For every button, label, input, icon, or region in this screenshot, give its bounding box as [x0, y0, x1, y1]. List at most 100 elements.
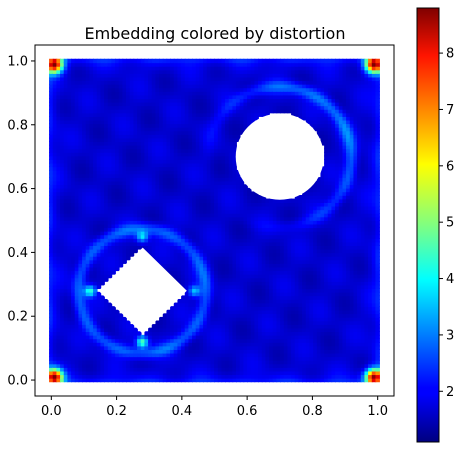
heatmap-cell	[210, 245, 215, 250]
heatmap-cell	[236, 134, 241, 139]
heatmap-cell	[52, 363, 58, 368]
heatmap-cell	[159, 191, 164, 196]
heatmap-cell	[225, 284, 230, 290]
heatmap-cell	[115, 266, 120, 272]
heatmap-cell	[243, 112, 248, 117]
heatmap-cell	[85, 187, 91, 193]
heatmap-cell	[159, 80, 164, 85]
heatmap-cell	[137, 58, 142, 64]
heatmap-cell	[49, 180, 54, 186]
heatmap-cell	[247, 359, 252, 365]
heatmap-cell	[115, 309, 120, 315]
heatmap-cell	[111, 367, 116, 372]
heatmap-cell	[162, 216, 168, 221]
heatmap-cell	[173, 126, 179, 132]
heatmap-cell	[258, 306, 263, 311]
heatmap-cell	[67, 116, 72, 121]
heatmap-cell	[228, 327, 234, 333]
heatmap-cell	[159, 177, 164, 182]
heatmap-cell	[85, 212, 91, 218]
heatmap-cell	[96, 263, 102, 268]
heatmap-cell	[151, 98, 157, 103]
heatmap-cell	[140, 108, 146, 114]
heatmap-cell	[166, 116, 171, 121]
heatmap-cell	[225, 273, 230, 279]
heatmap-cell	[122, 159, 127, 164]
heatmap-cell	[228, 83, 234, 89]
heatmap-cell	[148, 119, 153, 125]
heatmap-cell	[115, 220, 120, 225]
heatmap-cell	[118, 112, 124, 117]
heatmap-cell	[96, 108, 102, 114]
heatmap-cell	[85, 65, 91, 71]
heatmap-cell	[221, 370, 226, 376]
heatmap-cell	[100, 270, 105, 275]
heatmap-cell	[162, 162, 168, 168]
heatmap-cell	[115, 62, 120, 67]
heatmap-cell	[133, 69, 138, 74]
heatmap-cell	[122, 234, 127, 239]
heatmap-cell	[56, 108, 61, 114]
heatmap-cell	[63, 291, 69, 297]
heatmap-cell	[67, 191, 72, 196]
heatmap-cell	[78, 327, 83, 333]
heatmap-cell	[232, 331, 237, 336]
heatmap-cell	[225, 295, 230, 300]
heatmap-cell	[67, 259, 72, 264]
heatmap-cell	[140, 98, 146, 103]
heatmap-cell	[221, 324, 226, 329]
heatmap-cell	[93, 130, 98, 135]
heatmap-cell	[49, 295, 54, 300]
heatmap-cell	[247, 313, 252, 318]
heatmap-cell	[159, 331, 164, 336]
heatmap-cell	[52, 177, 58, 182]
heatmap-cell	[74, 205, 80, 211]
heatmap-cell	[214, 123, 219, 128]
heatmap-cell	[232, 159, 237, 164]
heatmap-cell	[228, 313, 234, 318]
heatmap-cell	[82, 205, 87, 211]
heatmap-cell	[115, 367, 120, 372]
heatmap-cell	[82, 116, 87, 121]
heatmap-cell	[148, 137, 153, 143]
heatmap-cell	[104, 266, 109, 272]
heatmap-cell	[236, 281, 241, 286]
heatmap-cell	[192, 248, 197, 254]
heatmap-cell	[214, 255, 219, 261]
heatmap-cell	[122, 69, 127, 74]
heatmap-cell	[107, 245, 113, 250]
heatmap-cell	[243, 342, 248, 347]
heatmap-cell	[162, 177, 168, 182]
heatmap-cell	[221, 374, 226, 379]
heatmap-cell	[173, 69, 179, 74]
heatmap-cell	[96, 356, 102, 361]
heatmap-cell	[126, 202, 131, 207]
heatmap-cell	[173, 252, 179, 257]
heatmap-cell	[63, 255, 69, 261]
heatmap-cell	[100, 223, 105, 229]
heatmap-cell	[104, 327, 109, 333]
heatmap-cell	[137, 234, 142, 239]
heatmap-cell	[236, 324, 241, 329]
heatmap-cell	[206, 349, 212, 354]
heatmap-cell	[184, 248, 190, 254]
heatmap-cell	[192, 320, 197, 325]
heatmap-cell	[192, 112, 197, 117]
heatmap-cell	[236, 230, 241, 236]
heatmap-cell	[181, 151, 186, 157]
heatmap-cell	[181, 184, 186, 189]
heatmap-cell	[214, 144, 219, 150]
heatmap-cell	[155, 101, 160, 107]
heatmap-cell	[115, 69, 120, 74]
heatmap-cell	[239, 180, 245, 186]
heatmap-cell	[137, 144, 142, 150]
heatmap-cell	[100, 248, 105, 254]
heatmap-cell	[214, 177, 219, 182]
heatmap-cell	[184, 270, 190, 275]
heatmap-cell	[107, 345, 113, 350]
heatmap-cell	[199, 94, 204, 99]
heatmap-cell	[269, 266, 274, 272]
heatmap-cell	[250, 338, 256, 343]
heatmap-cell	[210, 309, 215, 315]
heatmap-cell	[144, 144, 149, 150]
